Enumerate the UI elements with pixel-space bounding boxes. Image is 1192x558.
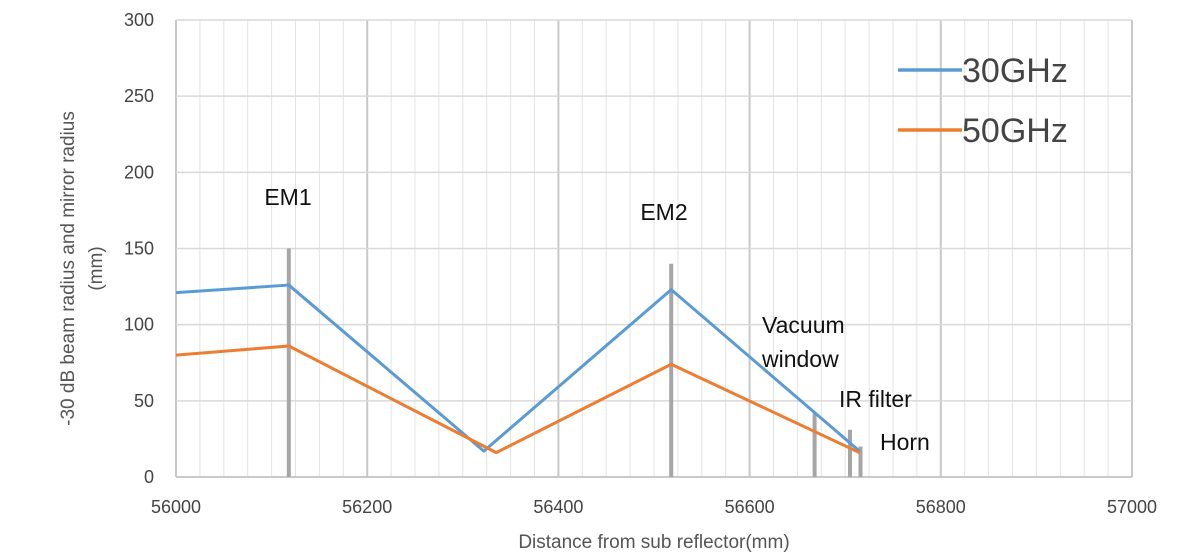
x-tick-label: 56400 — [533, 497, 583, 517]
y-tick-label: 150 — [124, 239, 154, 259]
component-label: window — [761, 346, 839, 372]
y-tick-labels: 0 50 100 150 200 250 300 — [124, 10, 154, 487]
component-label: EM2 — [640, 199, 687, 225]
x-tick-label: 56600 — [725, 497, 775, 517]
grid — [175, 19, 1133, 478]
y-axis-title-line: (mm) — [86, 246, 107, 290]
data-series — [175, 283, 861, 455]
y-tick-label: 50 — [134, 391, 154, 411]
series-line — [175, 344, 861, 455]
series-line — [175, 283, 861, 453]
y-axis-title: -30 dB beam radius and mirror radius (mm) — [58, 111, 107, 426]
component-label: IR filter — [839, 386, 912, 412]
x-tick-label: 57000 — [1107, 497, 1157, 517]
y-axis-title-line: -30 dB beam radius and mirror radius — [58, 111, 79, 426]
component-label: Horn — [880, 429, 930, 455]
component-label: EM1 — [264, 184, 311, 210]
x-tick-label: 56800 — [916, 497, 966, 517]
x-tick-label: 56200 — [342, 497, 392, 517]
component-label: Vacuum — [762, 312, 845, 338]
x-tick-label: 56000 — [151, 497, 201, 517]
y-tick-label: 100 — [124, 315, 154, 335]
y-tick-label: 250 — [124, 86, 154, 106]
legend: 30GHz 50GHz — [898, 52, 1068, 150]
x-tick-labels: 56000 56200 56400 56600 56800 57000 — [151, 497, 1157, 517]
x-axis-title: Distance from sub reflector(mm) — [518, 532, 789, 553]
legend-label: 50GHz — [962, 112, 1068, 150]
y-tick-label: 200 — [124, 162, 154, 182]
legend-label: 30GHz — [962, 52, 1068, 90]
y-tick-label: 300 — [124, 10, 154, 30]
y-tick-label: 0 — [144, 467, 154, 487]
